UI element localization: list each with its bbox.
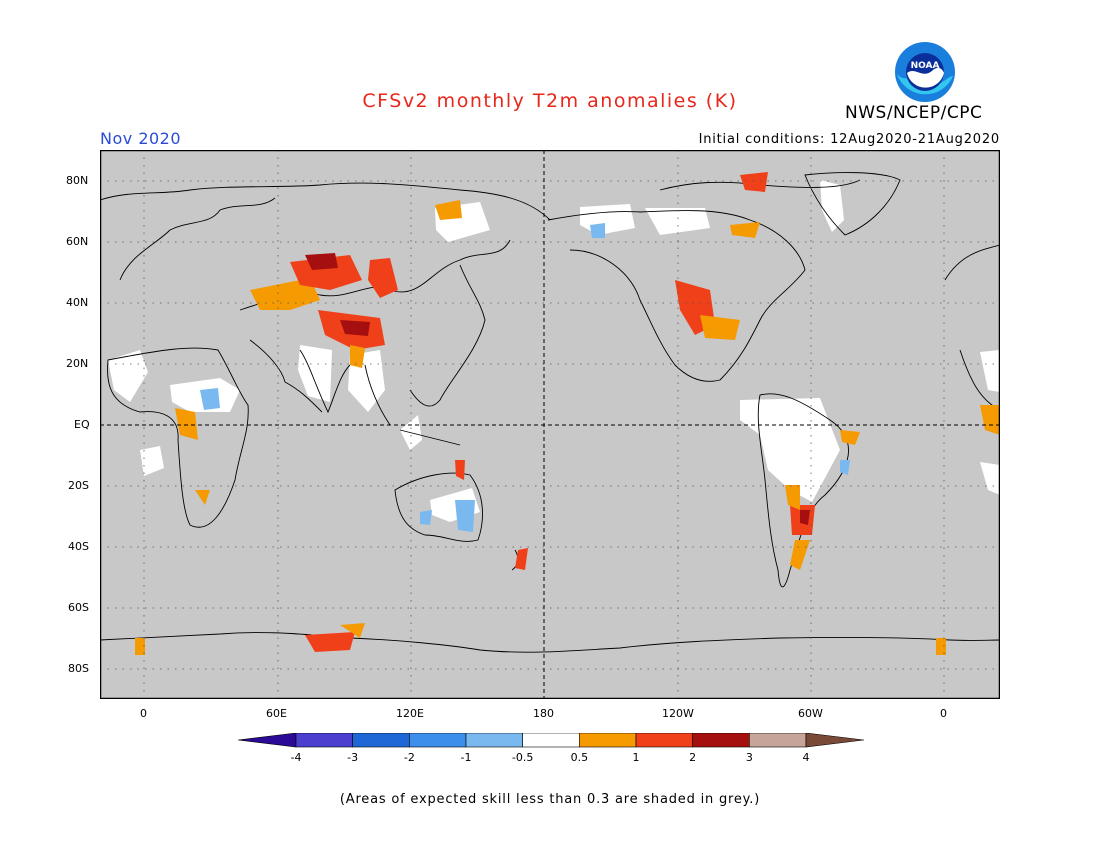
lat-tick: 60N: [66, 235, 89, 248]
color-bar-cell: [465, 733, 523, 748]
color-bar-cells: [238, 733, 864, 748]
color-bar-label: 4: [803, 751, 810, 764]
noaa-logo: NOAA: [895, 42, 955, 102]
lon-tick: 120E: [396, 707, 424, 720]
graticule: [100, 150, 1000, 699]
map-title: CFSv2 monthly T2m anomalies (K): [362, 90, 738, 112]
noaa-logo-text: NOAA: [911, 61, 940, 71]
color-bar-cell: [749, 733, 807, 748]
equator-dateline: [100, 150, 1000, 699]
lat-tick: 80N: [66, 174, 89, 187]
lat-tick: 20S: [68, 479, 89, 492]
lat-tick: 80S: [68, 662, 89, 675]
skill-note: (Areas of expected skill less than 0.3 a…: [339, 792, 761, 807]
lat-tick: 20N: [66, 357, 89, 370]
lon-tick: 180: [533, 707, 554, 720]
lon-tick: 120W: [662, 707, 694, 720]
color-bar-arrow-high: [805, 733, 864, 748]
color-bar-label: -3: [347, 751, 358, 764]
color-bar-label: -0.5: [512, 751, 533, 764]
color-bar-arrow-low: [238, 733, 297, 748]
color-bar-label: 0.5: [571, 751, 589, 764]
color-bar-cell: [352, 733, 410, 748]
map-border: [100, 150, 1000, 699]
lon-tick: 0: [140, 707, 147, 720]
lat-tick: 40N: [66, 296, 89, 309]
lat-tick: 40S: [68, 540, 89, 553]
color-bar-labels: -4 -3 -2 -1 -0.5 0.5 1 2 3 4: [291, 751, 810, 764]
forecast-month: Nov 2020: [100, 129, 182, 148]
color-bar-cell: [579, 733, 637, 748]
color-bar-cell: [692, 733, 750, 748]
lon-tick: 0: [940, 707, 947, 720]
lon-tick: 60W: [798, 707, 823, 720]
near-normal-areas: [108, 180, 1000, 522]
color-bar-label: 3: [746, 751, 753, 764]
lon-tick: 60E: [266, 707, 287, 720]
color-bar-label: -2: [404, 751, 415, 764]
color-bar-cell: [409, 733, 467, 748]
lat-tick: EQ: [74, 418, 90, 431]
color-bar-label: 1: [633, 751, 640, 764]
color-bar-label: 2: [689, 751, 696, 764]
cool-anomaly-areas: [200, 223, 850, 532]
color-bar-cell: [635, 733, 693, 748]
lat-tick: 60S: [68, 601, 89, 614]
color-bar-cell: [522, 733, 580, 748]
color-bar-cell: [295, 733, 353, 748]
anomaly-map: [100, 150, 1000, 699]
color-bar-label: -4: [291, 751, 302, 764]
color-bar: -4 -3 -2 -1 -0.5 0.5 1 2 3 4: [238, 733, 864, 764]
warm-anomaly-areas: [135, 172, 1000, 655]
color-bar-label: -1: [461, 751, 472, 764]
initial-conditions: Initial conditions: 12Aug2020-21Aug2020: [698, 132, 1000, 147]
agency-label: NWS/NCEP/CPC: [845, 103, 983, 123]
